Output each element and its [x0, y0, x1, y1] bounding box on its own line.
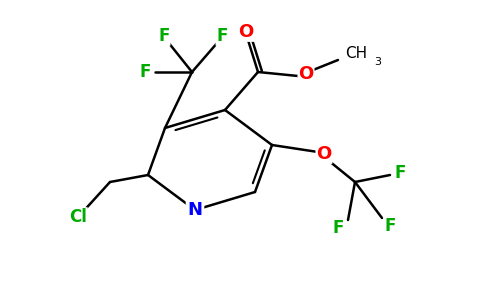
- Text: F: F: [158, 27, 170, 45]
- Text: O: O: [317, 145, 332, 163]
- Text: F: F: [139, 63, 151, 81]
- Text: CH: CH: [345, 46, 367, 62]
- Text: F: F: [216, 27, 227, 45]
- Text: 3: 3: [375, 57, 381, 67]
- Text: F: F: [394, 164, 406, 182]
- Text: N: N: [187, 201, 202, 219]
- Text: F: F: [384, 217, 396, 235]
- Text: O: O: [239, 23, 254, 41]
- Text: Cl: Cl: [69, 208, 87, 226]
- Text: O: O: [298, 65, 314, 83]
- Text: F: F: [333, 219, 344, 237]
